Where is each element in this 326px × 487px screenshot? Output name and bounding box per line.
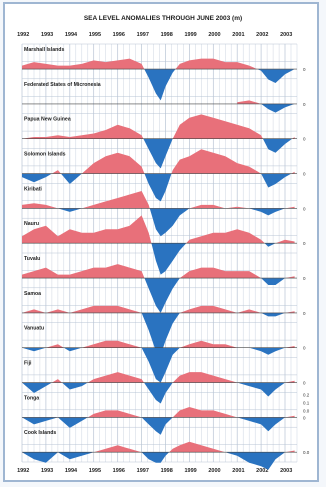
- series-name: Kiribati: [24, 186, 42, 192]
- negative-anomaly-area: [22, 173, 295, 202]
- negative-anomaly-area: [22, 69, 295, 101]
- series-name: Cook Islands: [24, 430, 56, 436]
- series-zero-label: 0: [303, 137, 306, 142]
- series-panel: Fiji 0: [22, 361, 306, 404]
- negative-anomaly-area: [22, 278, 295, 313]
- series-zero-label: 0: [303, 67, 306, 72]
- series-panel: Kiribati 0: [22, 186, 306, 237]
- series-zero-label: 0: [303, 172, 306, 177]
- bottom-year-labels: 1992 1993 1994 1995 1996 1997 1998 1999 2000 2001…: [17, 468, 292, 474]
- series-name: Papua New Guinea: [24, 117, 71, 123]
- positive-anomaly-area: [22, 407, 295, 418]
- positive-anomaly-area: [22, 340, 295, 348]
- series-panel: Vanuatu 0: [22, 326, 306, 383]
- series-name: Solomon Islands: [24, 152, 66, 158]
- series-zero-label: 0: [303, 311, 306, 316]
- series-name: Marshall Islands: [24, 47, 64, 53]
- negative-anomaly-area: [143, 138, 293, 169]
- bottom-year-label: 1998: [161, 468, 173, 474]
- negative-anomaly-area: [57, 208, 285, 237]
- bottom-year-label: 2000: [208, 468, 220, 474]
- scale-label: 0.2: [303, 392, 310, 397]
- bottom-year-label: 1994: [65, 468, 78, 474]
- chart-title: SEA LEVEL ANOMALIES THROUGH JUNE 2003 (m…: [84, 15, 242, 22]
- series-name: Tuvalu: [24, 256, 40, 262]
- negative-anomaly-area: [22, 417, 285, 435]
- bottom-year-label: 2002: [256, 468, 268, 474]
- bottom-year-label: 2001: [232, 468, 244, 474]
- bottom-year-label: 1996: [113, 468, 125, 474]
- series-name: Fiji: [24, 361, 32, 367]
- series-panel: Solomon Islands 0: [22, 149, 306, 202]
- top-year-label: 1993: [41, 32, 53, 38]
- top-year-label: 1992: [17, 32, 29, 38]
- series-name: Nauru: [24, 221, 39, 227]
- series-name: Tonga: [24, 395, 39, 401]
- series-panel: Tonga 0: [22, 395, 306, 435]
- top-year-label: 1998: [161, 32, 173, 38]
- series-panel: Papua New Guinea 0: [22, 114, 306, 169]
- series-panel: Tuvalu 0: [22, 256, 306, 313]
- positive-anomaly-area: [51, 372, 295, 383]
- series-zero-label: 0.0: [303, 450, 310, 455]
- series-panel: Marshall Islands 0: [22, 47, 306, 101]
- series-zero-label: 0: [303, 346, 306, 351]
- series-panel: Cook Islands 0.0: [22, 430, 310, 470]
- negative-anomaly-area: [22, 382, 295, 404]
- top-year-label: 1995: [89, 32, 101, 38]
- top-year-label: 2002: [256, 32, 268, 38]
- series-zero-label: 0: [303, 102, 306, 107]
- negative-anomaly-area: [261, 103, 295, 113]
- series-name: Vanuatu: [24, 326, 44, 332]
- positive-anomaly-area: [22, 114, 295, 139]
- positive-anomaly-area: [22, 305, 295, 313]
- tonga-scale: 0.2 0.1 0.0: [303, 392, 310, 413]
- bottom-year-label: 1997: [137, 468, 149, 474]
- series-zero-label: 0: [303, 415, 306, 420]
- scale-label: 0.0: [303, 408, 310, 413]
- series-zero-label: 0: [303, 276, 306, 281]
- top-year-label: 1999: [184, 32, 196, 38]
- series-zero-label: 0: [303, 381, 306, 386]
- bottom-year-label: 1995: [89, 468, 101, 474]
- top-year-label: 1996: [113, 32, 125, 38]
- series-name: Samoa: [24, 291, 41, 297]
- positive-anomaly-area: [237, 100, 295, 104]
- bottom-year-label: 1993: [41, 468, 53, 474]
- series-zero-label: 0: [303, 241, 306, 246]
- series-zero-label: 0: [303, 206, 306, 211]
- top-year-labels: 1992 1993 1994 1995 1996 1997 1998 1999 2000 2001…: [17, 32, 292, 38]
- positive-anomaly-area: [22, 264, 295, 279]
- bottom-year-label: 1992: [17, 468, 29, 474]
- top-year-label: 1994: [65, 32, 78, 38]
- positive-anomaly-area: [22, 215, 295, 244]
- bottom-year-label: 2003: [280, 468, 292, 474]
- positive-anomaly-area: [22, 191, 295, 209]
- bottom-year-label: 1999: [184, 468, 196, 474]
- top-year-label: 2001: [232, 32, 244, 38]
- negative-anomaly-area: [22, 347, 285, 383]
- negative-anomaly-area: [151, 243, 276, 275]
- negative-anomaly-area: [22, 452, 285, 470]
- top-year-label: 1997: [137, 32, 149, 38]
- top-year-label: 2003: [280, 32, 292, 38]
- positive-anomaly-area: [51, 149, 295, 174]
- series-name: Federated States of Micronesia: [24, 82, 101, 88]
- series-panel: Federated States of Micronesia 0: [22, 82, 306, 113]
- scale-label: 0.1: [303, 400, 310, 405]
- series-panel: Nauru 0: [22, 215, 306, 275]
- positive-anomaly-area: [22, 58, 258, 70]
- top-year-label: 2000: [208, 32, 220, 38]
